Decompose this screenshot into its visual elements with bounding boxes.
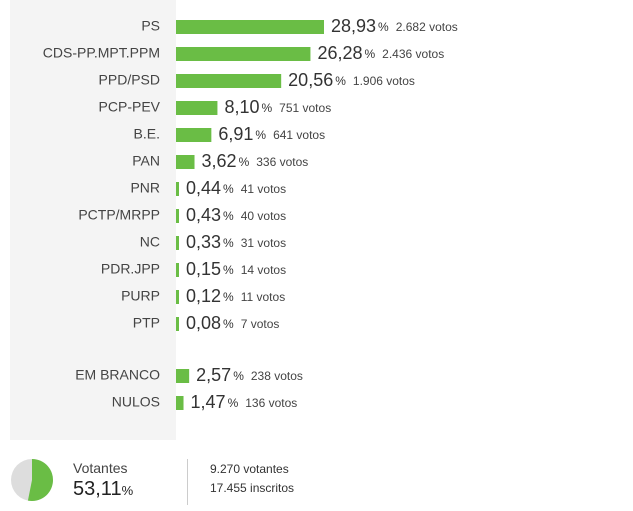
percent-sign-b-e: % bbox=[255, 128, 266, 142]
turnout-percent-sign: % bbox=[121, 483, 134, 498]
party-label-pan: PAN bbox=[132, 153, 160, 169]
percent-sign-pnr: % bbox=[223, 182, 234, 196]
party-label-ptp: PTP bbox=[133, 315, 160, 331]
percent-sign-pctp-mrpp: % bbox=[223, 209, 234, 223]
party-label-pcp-pev: PCP-PEV bbox=[99, 99, 161, 115]
turnout-pie-slice bbox=[27, 459, 53, 501]
votes-label-nc: 31 votos bbox=[241, 236, 286, 250]
votes-label-b-e: 641 votos bbox=[273, 128, 325, 142]
bar-pdr-jpp bbox=[176, 263, 179, 277]
bar-pcp-pev bbox=[176, 101, 218, 115]
votes-label-pan: 336 votos bbox=[256, 155, 308, 169]
percent-sign-purp: % bbox=[223, 290, 234, 304]
percent-label-b-e: 6,91 bbox=[218, 124, 253, 144]
votes-label-ppd-psd: 1.906 votos bbox=[353, 74, 415, 88]
votes-label-cds-pp-mpt-ppm: 2.436 votos bbox=[382, 47, 444, 61]
percent-sign-nc: % bbox=[223, 236, 234, 250]
percent-label-pan: 3,62 bbox=[202, 151, 237, 171]
percent-sign-ptp: % bbox=[223, 317, 234, 331]
percent-label-nulos: 1,47 bbox=[191, 392, 226, 412]
party-label-purp: PURP bbox=[121, 288, 160, 304]
bar-nulos bbox=[176, 396, 184, 410]
percent-sign-em-branco: % bbox=[233, 369, 244, 383]
votes-label-pnr: 41 votos bbox=[241, 182, 286, 196]
party-label-nulos: NULOS bbox=[112, 394, 160, 410]
votes-label-ps: 2.682 votos bbox=[396, 20, 458, 34]
votes-label-pctp-mrpp: 40 votos bbox=[241, 209, 286, 223]
percent-sign-pcp-pev: % bbox=[261, 101, 272, 115]
turnout-value-label: 53,11 bbox=[73, 478, 122, 500]
bar-pctp-mrpp bbox=[176, 209, 179, 223]
bar-pnr bbox=[176, 182, 179, 196]
bar-ps bbox=[176, 20, 324, 34]
votes-label-em-branco: 238 votos bbox=[251, 369, 303, 383]
party-label-em-branco: EM BRANCO bbox=[75, 367, 160, 383]
percent-sign-nulos: % bbox=[228, 396, 239, 410]
turnout-summary: Votantes 53,11% 9.270 votantes 17.455 in… bbox=[10, 455, 570, 511]
percent-label-pctp-mrpp: 0,43 bbox=[186, 205, 221, 225]
percent-label-ppd-psd: 20,56 bbox=[288, 70, 333, 90]
bar-purp bbox=[176, 290, 179, 304]
percent-sign-pan: % bbox=[239, 155, 250, 169]
bar-em-branco bbox=[176, 369, 190, 383]
votes-label-ptp: 7 votos bbox=[241, 317, 280, 331]
bar-pan bbox=[176, 155, 195, 169]
percent-label-nc: 0,33 bbox=[186, 232, 221, 252]
party-label-nc: NC bbox=[140, 234, 160, 250]
registered-count: 17.455 inscritos bbox=[210, 481, 295, 495]
votes-label-pcp-pev: 751 votos bbox=[279, 101, 331, 115]
party-labels-background bbox=[10, 0, 176, 440]
party-label-b-e: B.E. bbox=[134, 126, 160, 142]
percent-sign-ppd-psd: % bbox=[335, 74, 346, 88]
percent-label-ps: 28,93 bbox=[331, 16, 376, 36]
percent-label-pnr: 0,44 bbox=[186, 178, 221, 198]
percent-label-pdr-jpp: 0,15 bbox=[186, 259, 221, 279]
bar-b-e bbox=[176, 128, 212, 142]
party-label-pctp-mrpp: PCTP/MRPP bbox=[78, 207, 160, 223]
party-label-pdr-jpp: PDR.JPP bbox=[101, 261, 160, 277]
party-label-ps: PS bbox=[141, 18, 160, 34]
voters-count: 9.270 votantes bbox=[210, 462, 289, 476]
turnout-percentage: 53,11% bbox=[73, 478, 133, 501]
votes-label-purp: 11 votos bbox=[241, 290, 285, 304]
percent-label-purp: 0,12 bbox=[186, 286, 221, 306]
percent-label-ptp: 0,08 bbox=[186, 313, 221, 333]
party-label-ppd-psd: PPD/PSD bbox=[99, 72, 160, 88]
percent-sign-pdr-jpp: % bbox=[223, 263, 234, 277]
party-label-cds-pp-mpt-ppm: CDS-PP.MPT.PPM bbox=[43, 45, 160, 61]
turnout-pie-chart bbox=[11, 459, 53, 501]
votes-label-pdr-jpp: 14 votos bbox=[241, 263, 286, 277]
party-label-pnr: PNR bbox=[130, 180, 160, 196]
bar-ptp bbox=[176, 317, 179, 331]
percent-label-em-branco: 2,57 bbox=[196, 365, 231, 385]
bar-ppd-psd bbox=[176, 74, 282, 88]
percent-sign-ps: % bbox=[378, 20, 389, 34]
votes-label-nulos: 136 votos bbox=[245, 396, 297, 410]
percent-label-cds-pp-mpt-ppm: 26,28 bbox=[317, 43, 362, 63]
percent-sign-cds-pp-mpt-ppm: % bbox=[364, 47, 375, 61]
bar-cds-pp-mpt-ppm bbox=[176, 47, 311, 61]
turnout-title: Votantes bbox=[73, 460, 128, 476]
summary-divider bbox=[187, 459, 188, 505]
percent-label-pcp-pev: 8,10 bbox=[224, 97, 259, 117]
bar-nc bbox=[176, 236, 179, 250]
